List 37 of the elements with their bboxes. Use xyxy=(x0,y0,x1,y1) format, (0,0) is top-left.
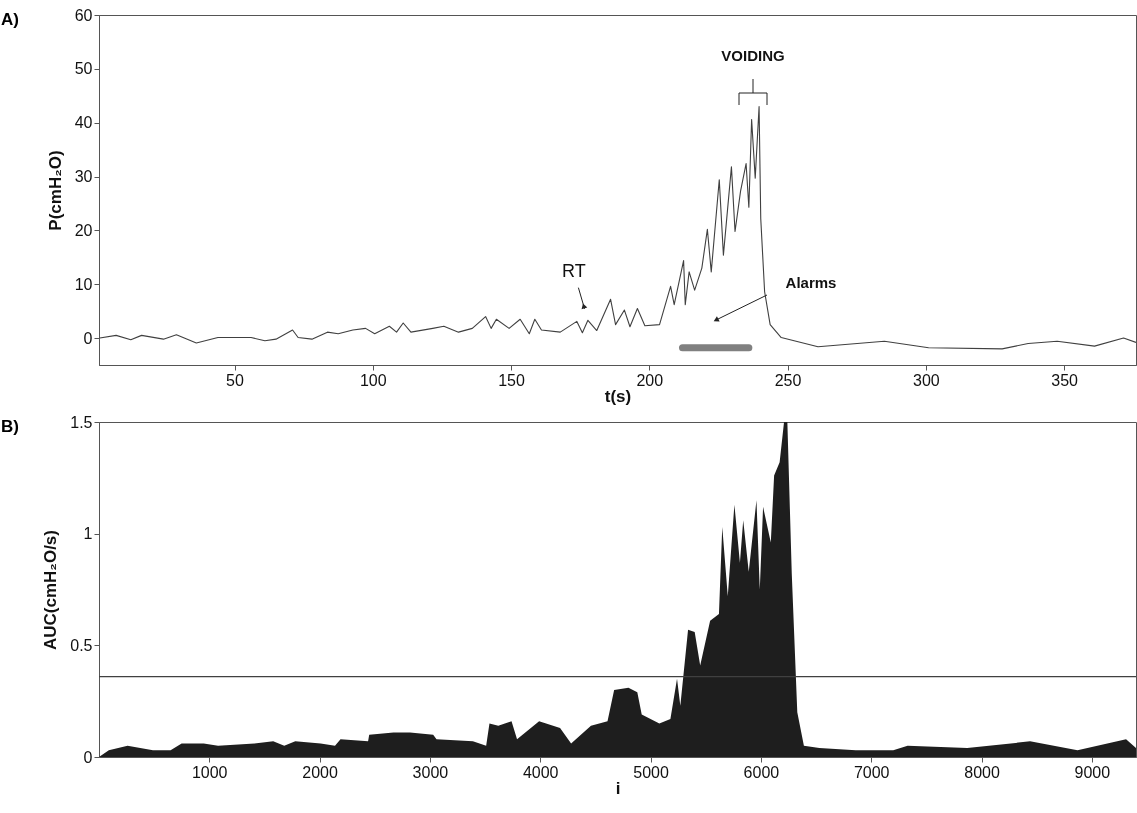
x-tick-label: 7000 xyxy=(853,763,890,781)
x-tick-label: 250 xyxy=(774,371,802,389)
x-tick-label: 50 xyxy=(226,371,244,389)
x-tick-label: 5000 xyxy=(633,763,669,781)
text: A) xyxy=(1,10,19,29)
annotation: RT xyxy=(562,261,586,282)
y-tick-label: 0 xyxy=(83,329,93,347)
x-tick-label: 150 xyxy=(498,371,525,389)
x-tick-label: 9000 xyxy=(1074,763,1111,781)
line-series xyxy=(99,105,1136,350)
x-axis-title: t(s) xyxy=(604,386,632,406)
x-tick-label: 100 xyxy=(359,371,387,389)
x-tick-label: 8000 xyxy=(964,763,1000,781)
y-axis-title: P(cmH₂O) xyxy=(45,150,65,231)
annotation: Alarms xyxy=(785,274,837,291)
y-tick-label: 0.5 xyxy=(70,636,93,654)
y-tick-label: 0 xyxy=(83,748,93,766)
text: B) xyxy=(1,417,19,436)
y-tick-label: 1.5 xyxy=(70,413,93,431)
x-tick-label: 4000 xyxy=(522,763,559,781)
x-tick-label: 6000 xyxy=(743,763,780,781)
x-tick-label: 3000 xyxy=(412,763,449,781)
y-tick-label: 20 xyxy=(74,221,93,239)
y-tick-label: 30 xyxy=(74,168,93,186)
x-tick-label: 2000 xyxy=(302,763,338,781)
x-tick-label: 300 xyxy=(912,371,940,389)
y-tick-label: 60 xyxy=(74,6,93,24)
y-tick-label: 40 xyxy=(74,114,93,132)
y-tick-label: 10 xyxy=(74,275,93,293)
y-axis-title: AUC(cmH₂O/s) xyxy=(41,530,61,650)
annotation: VOIDING xyxy=(721,47,785,64)
y-tick-label: 1 xyxy=(83,525,93,543)
x-axis-title: i xyxy=(615,778,621,798)
x-tick-label: 1000 xyxy=(191,763,228,781)
x-tick-label: 350 xyxy=(1051,371,1079,389)
x-tick-label: 200 xyxy=(636,371,664,389)
y-tick-label: 50 xyxy=(74,60,93,78)
